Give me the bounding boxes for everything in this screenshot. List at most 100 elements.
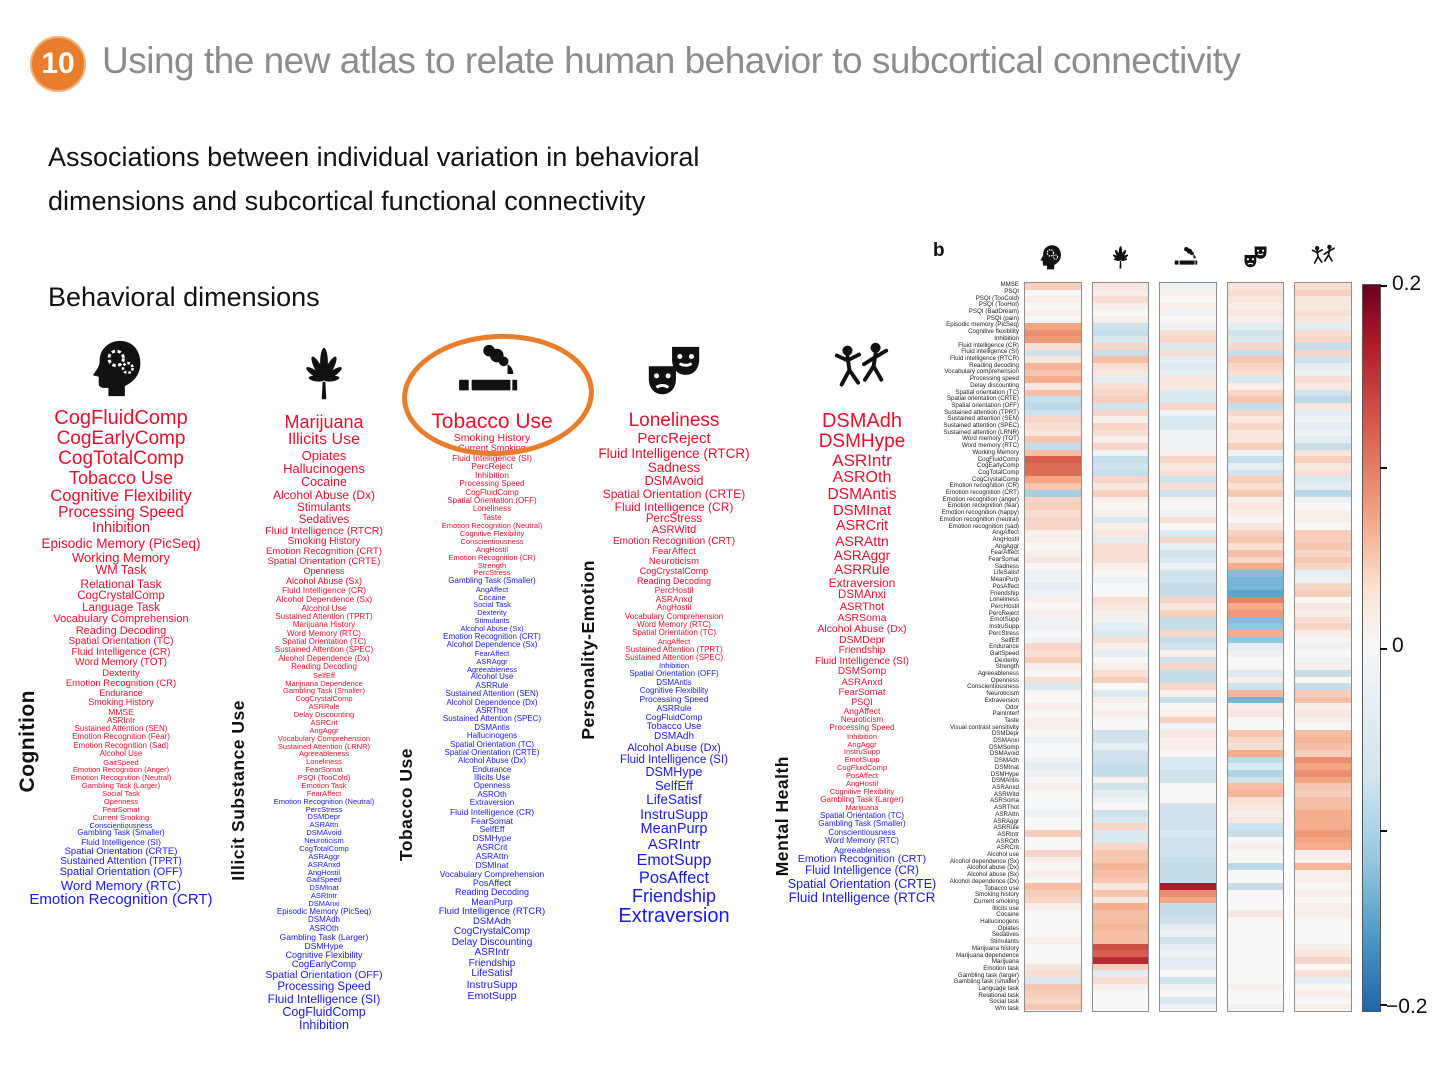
- heatmap-cell: [1295, 429, 1351, 437]
- heatmap-cell: [1295, 663, 1351, 670]
- word-item: WM Task: [95, 563, 147, 578]
- heatmap-cell: [1092, 843, 1149, 851]
- heatmap-cell: [1295, 449, 1351, 457]
- word-item: Word Memory (RTC): [825, 836, 899, 846]
- heatmap-cell: [1160, 649, 1216, 657]
- heatmap-cell: [1025, 976, 1081, 984]
- word-item: ASRRule: [834, 561, 890, 577]
- heatmap-cell: [1092, 463, 1149, 470]
- heatmap-cell: [1025, 616, 1081, 624]
- heatmap-cell: [1227, 416, 1284, 424]
- heatmap-cell: [1025, 710, 1081, 717]
- heatmap-cell: [1227, 569, 1284, 577]
- heatmap-cell: [1092, 323, 1149, 330]
- word-item: DSMAdh: [472, 916, 511, 928]
- heatmap-cell: [1025, 516, 1081, 524]
- word-item: ASRWitd: [651, 524, 697, 537]
- heatmap-cell: [1227, 583, 1284, 590]
- heatmap-cell: [1025, 703, 1081, 710]
- heatmap-cell: [1295, 669, 1351, 677]
- heatmap-cell: [1160, 596, 1216, 604]
- heatmap-cell: [1295, 783, 1351, 791]
- heatmap-cell: [1295, 289, 1351, 297]
- heatmap-cell: [1227, 990, 1284, 997]
- heatmap-cell: [1160, 803, 1216, 811]
- word-item: Emotion Recognition (Anger): [72, 765, 170, 775]
- heatmap-cell: [1227, 736, 1284, 744]
- heatmap-cell: [1160, 816, 1216, 824]
- word-item: Tobacco Use: [68, 467, 174, 488]
- word-item: Word Memory (RTC): [637, 619, 711, 629]
- heatmap-cell: [1295, 389, 1351, 397]
- heatmap-cell: [1092, 389, 1149, 397]
- heatmap-row-label: Language task: [978, 985, 1019, 993]
- heatmap-cell: [1025, 303, 1081, 310]
- heatmap-row-label: ASRThot: [994, 804, 1019, 812]
- heatmap-row-label: DSMSomp: [989, 743, 1019, 751]
- word-item: CogFluidComp: [465, 487, 519, 497]
- heatmap-cell: [1227, 523, 1284, 530]
- heatmap-row-label: Fluid intelligence (SI): [961, 348, 1019, 356]
- word-item: Emotion Recognition (CR): [65, 677, 177, 689]
- word-item: Alcohol Use: [301, 602, 347, 613]
- word-item: Emotion Task: [301, 780, 347, 790]
- word-item: Delay Discounting: [451, 936, 533, 948]
- word-item: Alcohol Dependence (Dx): [446, 697, 538, 707]
- subtitle-line2: dimensions and subcortical functional co…: [48, 185, 646, 216]
- heatmap-row-label: PSQI (TooCold): [975, 294, 1019, 302]
- heatmap-cell: [1160, 336, 1216, 344]
- heatmap-cell: [1092, 329, 1149, 337]
- heatmap-cell: [1092, 950, 1149, 957]
- word-item: Marijuana: [845, 803, 879, 813]
- heatmap-cell: [1295, 296, 1351, 304]
- heatmap-cell: [1025, 476, 1081, 484]
- word-item: Spatial Orientation (TC): [449, 739, 535, 749]
- word-item: Word Memory (TOT): [75, 657, 167, 669]
- heatmap-cell: [1025, 923, 1081, 931]
- word-item: PosAffect: [846, 771, 878, 781]
- heatmap-cell: [1160, 309, 1216, 317]
- heatmap-cell: [1025, 763, 1081, 771]
- word-item: Cognitive Flexibility: [50, 486, 192, 505]
- word-item: Illicits Use: [287, 430, 360, 448]
- heatmap-cell: [1295, 309, 1351, 317]
- word-item: Alcohol Dependence (Sx): [446, 640, 538, 650]
- word-item: Spatial Orientation (OFF): [447, 496, 537, 506]
- heatmap-row-label: PSQI (BadDream): [968, 308, 1019, 316]
- heatmap-cell: [1295, 283, 1351, 290]
- heatmap-row-label: Alcohol dependence (Dx): [949, 877, 1019, 885]
- heatmap-cell: [1160, 283, 1216, 290]
- heatmap-cell: [1025, 876, 1081, 884]
- heatmap-cell: [1092, 489, 1149, 497]
- heatmap-cell: [1295, 689, 1351, 697]
- heatmap-cell: [1160, 776, 1216, 784]
- word-item: Smoking History: [287, 535, 361, 547]
- heatmap-cell: [1295, 643, 1351, 650]
- heatmap-cell: [1227, 423, 1284, 430]
- heatmap-cell: [1092, 349, 1149, 357]
- heatmap-cell: [1160, 936, 1216, 944]
- heatmap-row-label: Emotion recognition (anger): [942, 495, 1019, 503]
- word-item: Fluid Intelligence (SI): [619, 754, 729, 767]
- word-item: Reading Decoding: [454, 887, 530, 898]
- word-item: DSMDepr: [307, 812, 341, 822]
- theater-masks-icon: [1227, 244, 1285, 271]
- heatmap-cell: [1092, 516, 1149, 524]
- heatmap-cell: [1092, 696, 1149, 704]
- heatmap-cell: [1227, 816, 1284, 824]
- heatmap-cell: [1227, 463, 1284, 470]
- heatmap-cell: [1092, 356, 1149, 364]
- heatmap-cell: [1227, 369, 1284, 377]
- heatmap-cell: [1227, 890, 1284, 897]
- heatmap-cell: [1025, 843, 1081, 851]
- cannabis-leaf-icon: [238, 333, 410, 405]
- word-item: Emotion Recognition (Sad): [73, 740, 169, 750]
- heatmap-cell: [1295, 863, 1351, 871]
- word-item: ASRAttn: [835, 532, 889, 549]
- heatmap-cell: [1092, 316, 1149, 324]
- heatmap-cell: [1227, 509, 1284, 517]
- heatmap-cell: [1227, 536, 1284, 544]
- heatmap-cell: [1160, 443, 1216, 450]
- heatmap-cell: [1227, 543, 1284, 550]
- word-item: Endurance: [472, 764, 512, 774]
